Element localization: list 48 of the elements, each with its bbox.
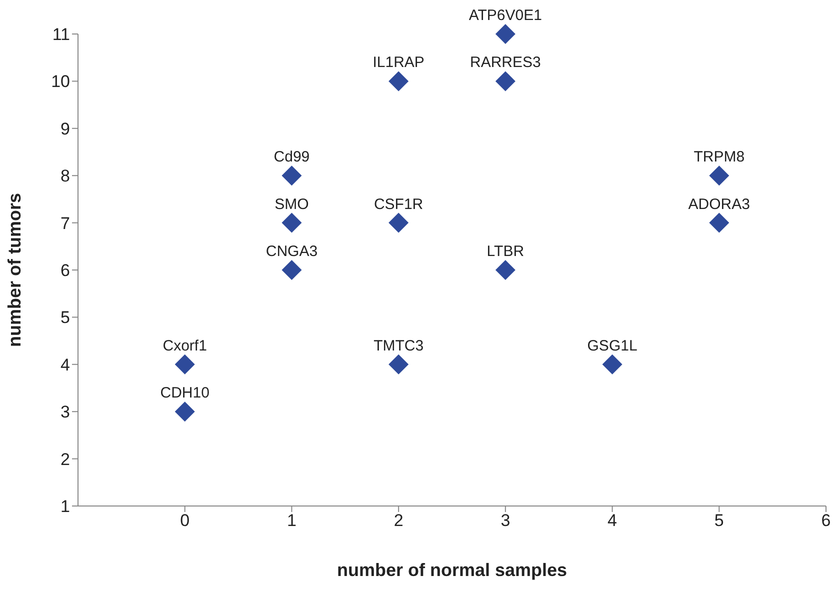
point bbox=[388, 71, 409, 92]
annotation: SMO bbox=[274, 196, 309, 213]
x-tick-label: 3 bbox=[500, 511, 510, 530]
y-tick-label: 8 bbox=[60, 166, 70, 186]
y-tick-label: 7 bbox=[60, 214, 70, 233]
point bbox=[174, 354, 195, 374]
y-tick-label: 3 bbox=[60, 402, 70, 422]
annotation: CDH10 bbox=[160, 384, 210, 402]
y-tick-label: 4 bbox=[60, 355, 70, 374]
point bbox=[282, 166, 302, 186]
annotation: ATP6V0E1 bbox=[468, 7, 542, 24]
x-tick-label: 1 bbox=[286, 511, 296, 530]
annotation: RARRES3 bbox=[470, 54, 541, 72]
y-tick-label: 6 bbox=[60, 261, 70, 280]
annotation: Cxorf1 bbox=[162, 337, 207, 354]
annotation: LTBR bbox=[486, 243, 524, 260]
annotation: IL1RAP bbox=[372, 54, 424, 72]
point bbox=[495, 24, 516, 44]
x-tick-label: 4 bbox=[608, 511, 618, 530]
y-tick-label: 5 bbox=[60, 308, 70, 328]
x-tick-label: 5 bbox=[714, 511, 724, 530]
point bbox=[602, 354, 622, 374]
annotation: Cd99 bbox=[274, 148, 310, 166]
point bbox=[709, 212, 730, 233]
y-tick-label: 9 bbox=[60, 119, 70, 138]
y-tick-label: 2 bbox=[60, 450, 70, 469]
point bbox=[174, 402, 195, 422]
annotation: TRPM8 bbox=[694, 148, 745, 166]
annotation: CSF1R bbox=[374, 196, 424, 213]
annotation: GSG1L bbox=[587, 337, 638, 354]
x-tick-label: 6 bbox=[821, 511, 831, 530]
point bbox=[388, 354, 409, 374]
y-axis-title: number of tumors bbox=[4, 192, 24, 348]
annotation: CNGA3 bbox=[266, 243, 318, 260]
x-tick-label: 2 bbox=[394, 511, 404, 530]
x-axis-title: number of normal samples bbox=[336, 560, 568, 580]
annotation: ADORA3 bbox=[688, 196, 750, 213]
point bbox=[495, 260, 516, 280]
y-tick-label: 11 bbox=[52, 25, 70, 44]
point bbox=[709, 166, 730, 186]
y-tick-label: 1 bbox=[60, 497, 70, 516]
point bbox=[495, 71, 516, 92]
point bbox=[388, 212, 409, 233]
point bbox=[282, 212, 302, 233]
point bbox=[282, 260, 302, 280]
annotation: TMTC3 bbox=[374, 337, 424, 354]
y-tick-label: 10 bbox=[51, 72, 70, 92]
x-tick-label: 0 bbox=[180, 511, 190, 530]
